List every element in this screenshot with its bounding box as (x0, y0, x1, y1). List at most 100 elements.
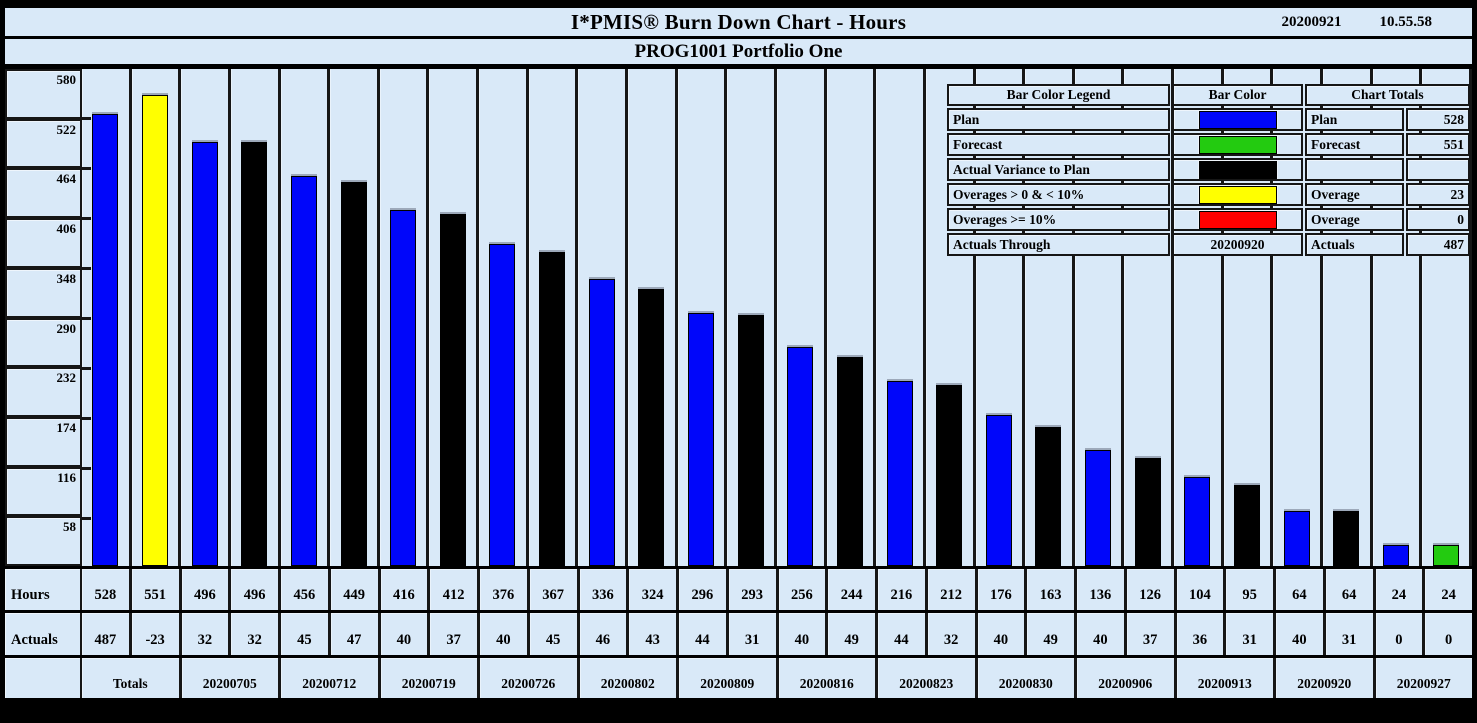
legend-swatch-cell-4 (1172, 183, 1303, 206)
hours-cell-10: 367 (530, 569, 580, 610)
chart-bar-11 (588, 279, 615, 566)
chart-bar-2 (141, 95, 168, 566)
y-axis: 580 522 464 406 348 290 232 174 116 58 (5, 69, 82, 567)
legend-header-legend: Bar Color Legend (947, 84, 1170, 106)
bar-column-9 (479, 69, 529, 566)
date-group-cell-1: Totals (82, 658, 182, 698)
legend-label-4: Overages > 0 & < 10% (947, 183, 1170, 206)
chart-bar-19 (985, 415, 1012, 566)
bar-column-11 (578, 69, 629, 566)
date-group-cell-4: 20200719 (381, 658, 480, 698)
chart-title: I*PMIS® Burn Down Chart - Hours (570, 9, 907, 34)
chart-bar-27 (1382, 545, 1409, 566)
hours-cell-16: 244 (828, 569, 878, 610)
legend-label-6: Actuals Through (947, 233, 1170, 256)
hours-cell-14: 293 (729, 569, 779, 610)
bar-column-3 (181, 69, 231, 566)
hours-cell-7: 416 (381, 569, 431, 610)
actuals-cell-11: 46 (580, 613, 630, 655)
bar-column-10 (529, 69, 579, 566)
date-group-cell-7: 20200809 (679, 658, 779, 698)
y-axis-tick-label: 232 (5, 367, 82, 417)
overage_high-color-swatch (1198, 210, 1277, 229)
bar-column-1 (82, 69, 132, 566)
legend-swatch-cell-1 (1172, 108, 1303, 131)
actuals-cell-14: 31 (729, 613, 779, 655)
chart-bar-7 (390, 210, 417, 566)
hours-cell-1: 528 (82, 569, 132, 610)
actuals-cell-19: 40 (978, 613, 1028, 655)
legend-total-label-6: Actuals (1305, 233, 1404, 256)
date-group-cell-14: 20200927 (1376, 658, 1473, 698)
bar-column-14 (727, 69, 777, 566)
date-group-cell-5: 20200726 (480, 658, 580, 698)
y-axis-tick-label: 522 (5, 118, 82, 169)
legend-total-value-4: 23 (1406, 183, 1470, 206)
actuals-cell-21: 40 (1077, 613, 1127, 655)
hours-cell-11: 336 (580, 569, 630, 610)
chart-bar-15 (787, 347, 814, 566)
legend-label-2: Forecast (947, 133, 1170, 156)
chart-bar-28 (1432, 545, 1459, 566)
y-axis-tick-label: 348 (5, 267, 82, 318)
chart-bar-25 (1283, 511, 1310, 566)
forecast-color-swatch (1198, 135, 1277, 154)
actuals-cell-23: 36 (1177, 613, 1227, 655)
chart-bar-13 (688, 313, 714, 566)
chart-bar-10 (539, 252, 566, 566)
legend-header-color: Bar Color (1172, 84, 1303, 106)
actuals-row-label: Actuals (5, 613, 82, 655)
title-bar: I*PMIS® Burn Down Chart - Hours 20200921… (5, 8, 1472, 39)
actuals-cell-25: 40 (1276, 613, 1326, 655)
actuals-cell-17: 44 (878, 613, 928, 655)
hours-cell-26: 64 (1326, 569, 1376, 610)
y-axis-tick-mark (82, 467, 91, 470)
actuals-cell-24: 31 (1226, 613, 1276, 655)
legend-label-5: Overages >= 10% (947, 208, 1170, 231)
legend-total-value-2: 551 (1406, 133, 1470, 156)
bar-column-26 (1323, 69, 1373, 566)
date-group-cell-11: 20200906 (1077, 658, 1177, 698)
chart-bar-8 (439, 214, 466, 566)
legend-swatch-cell-6: 20200920 (1172, 233, 1303, 256)
date-group-cell-3: 20200712 (281, 658, 381, 698)
legend-table: Bar Color Legend Bar Color Chart Totals … (947, 84, 1470, 256)
actuals-cell-4: 32 (231, 613, 281, 655)
chart-bar-4 (241, 142, 268, 566)
bar-column-28 (1422, 69, 1472, 566)
report-datetime: 20200921 10.55.58 (1282, 14, 1433, 31)
chart-bar-23 (1184, 477, 1211, 566)
legend-total-label-1: Plan (1305, 108, 1404, 131)
actuals-cell-13: 44 (679, 613, 729, 655)
legend-swatch-cell-2 (1172, 133, 1303, 156)
chart-area: 580 522 464 406 348 290 232 174 116 58 Bar Color … (5, 69, 1472, 569)
actuals-cell-3: 32 (182, 613, 232, 655)
actuals-cell-22: 37 (1127, 613, 1177, 655)
bar-column-6 (330, 69, 380, 566)
chart-bar-1 (92, 114, 119, 566)
legend-total-label-5: Overage (1305, 208, 1404, 231)
hours-cell-5: 456 (281, 569, 331, 610)
actuals-cell-10: 45 (530, 613, 580, 655)
hours-cell-28: 24 (1425, 569, 1472, 610)
legend-label-1: Plan (947, 108, 1170, 131)
hours-cell-18: 212 (928, 569, 978, 610)
bar-column-19 (976, 69, 1026, 566)
report-date: 20200921 (1281, 13, 1342, 30)
bar-column-16 (827, 69, 877, 566)
legend-total-value-1: 528 (1406, 108, 1470, 131)
legend-total-value-5: 0 (1406, 208, 1470, 231)
bars-plot-area (82, 69, 1472, 566)
hours-cell-9: 376 (480, 569, 530, 610)
chart-bar-16 (836, 357, 863, 566)
actuals-cell-18: 32 (928, 613, 978, 655)
bar-column-2 (132, 69, 182, 566)
actual_variance-color-swatch (1198, 160, 1277, 179)
legend-swatch-cell-3 (1172, 158, 1303, 181)
hours-cell-22: 126 (1127, 569, 1177, 610)
hours-cell-25: 64 (1276, 569, 1326, 610)
actuals-cell-20: 49 (1027, 613, 1077, 655)
chart-bar-21 (1085, 450, 1112, 566)
hours-cell-15: 256 (779, 569, 829, 610)
actuals-cell-9: 40 (480, 613, 530, 655)
